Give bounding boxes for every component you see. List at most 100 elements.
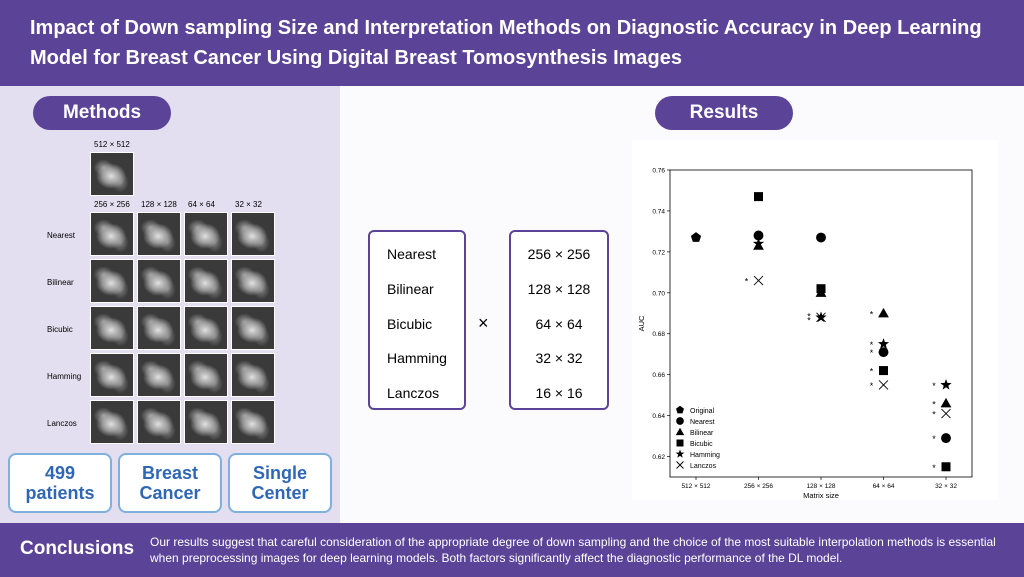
data-point-bilinear [940,397,952,408]
legend-marker [675,449,685,458]
image-thumbnail [90,306,134,350]
legend-marker [675,427,685,436]
x-tick-label: 256 × 256 [744,483,773,490]
method-item: Bicubic [387,316,433,332]
image-thumbnail [231,259,275,303]
image-thumbnail [90,212,134,256]
size-item: 16 × 16 [535,385,583,401]
data-point-hamming [752,237,765,249]
legend-marker [676,405,684,414]
size-item: 64 × 64 [535,316,583,332]
image-thumbnail [184,353,228,397]
y-tick-label: 0.68 [652,331,665,338]
stat-center: Single Center [228,453,332,513]
methods-panel [0,86,340,523]
column-label: 256 × 256 [94,200,130,209]
x-axis-label: Matrix size [803,491,839,500]
original-size-label: 512 × 512 [94,140,130,149]
x-tick-label: 128 × 128 [806,483,835,490]
data-point-bicubic [816,284,826,294]
x-tick-label: 32 × 32 [935,483,957,490]
significance-asterisk: * [807,315,811,325]
header-banner [0,0,1024,86]
data-point-lanczos [878,380,889,390]
significance-asterisk: * [870,309,874,319]
image-thumbnail [231,306,275,350]
legend-label: Hamming [690,452,720,459]
data-point-bicubic [941,462,951,472]
row-label: Bilinear [47,278,74,287]
plot-frame [669,169,973,478]
y-tick-label: 0.74 [652,208,665,215]
legend-label: Bilinear [690,430,714,437]
data-point-original [690,232,702,242]
results-heading: Results [655,96,793,130]
significance-asterisk: * [932,399,936,409]
data-point-lanczos [941,408,951,419]
data-point-hamming [877,338,890,349]
image-thumbnail [137,212,181,256]
column-label: 64 × 64 [188,200,215,209]
significance-asterisk: * [870,367,874,377]
significance-asterisk: * [932,434,936,444]
stat-patients: 499 patients [8,453,112,513]
method-item: Lanczos [387,385,440,401]
image-thumbnail [184,259,228,303]
column-label: 128 × 128 [141,200,177,209]
y-tick-label: 0.66 [652,372,665,379]
y-tick-label: 0.76 [652,168,665,175]
column-label: 32 × 32 [235,200,262,209]
conclusions-banner [0,523,1024,577]
data-point-lanczos [816,312,826,323]
significance-asterisk: * [745,277,749,287]
image-thumbnail [137,400,181,444]
y-tick-label: 0.62 [652,454,665,461]
data-point-nearest [816,232,826,243]
data-point-nearest [753,230,764,241]
method-item: Hamming [387,350,447,366]
image-thumbnail [137,353,181,397]
y-tick-label: 0.70 [652,290,665,297]
legend-label: Bicubic [690,441,713,448]
significance-asterisk: * [870,348,874,358]
significance-asterisk: * [932,463,936,473]
legend-marker [676,461,684,469]
data-point-bicubic [879,366,888,376]
auc-scatter-chart: 0.62 0.64 0.66 0.68 0.70 0.72 0.74 0.76 512 × 51… [637,168,973,500]
significance-asterisk: * [932,381,936,391]
y-axis-label: AUC [637,315,646,331]
x-tick-label: 512 × 512 [681,483,710,490]
data-point-lanczos [753,275,764,286]
row-label: Nearest [47,231,76,240]
image-thumbnail [184,212,228,256]
legend-label: Nearest [690,419,715,426]
interpolation-methods-box [368,230,466,410]
image-thumbnail [90,353,134,397]
data-point-bilinear [878,307,889,318]
legend-label: Original [690,408,715,415]
method-item: Bilinear [387,281,434,297]
image-thumbnail [90,259,134,303]
x-tick-label: 64 × 64 [873,483,895,490]
legend-marker [676,439,684,447]
size-item: 32 × 32 [535,350,583,366]
method-item: Nearest [387,246,437,262]
page-title: Impact of Down sampling Size and Interpr… [30,17,982,69]
image-thumbnail [137,259,181,303]
conclusions-text: Our results suggest that careful conside… [150,535,996,565]
auc-chart-panel: 0.62 0.64 0.66 0.68 0.70 0.72 0.74 0.76 512 × 51… [632,140,998,500]
row-label: Hamming [47,372,82,381]
image-thumbnail [231,212,275,256]
image-thumbnail [184,306,228,350]
row-label: Lanczos [47,419,77,428]
significance-asterisk: * [932,410,936,420]
data-point-bicubic [754,192,763,202]
matrix-sizes-box [509,230,609,410]
original-image-thumbnail [90,152,134,196]
image-thumbnail [90,400,134,444]
data-point-nearest [878,347,889,358]
legend-marker [676,417,684,425]
multiply-sign: × [478,313,489,333]
image-thumbnail [231,353,275,397]
image-thumbnail [184,400,228,444]
